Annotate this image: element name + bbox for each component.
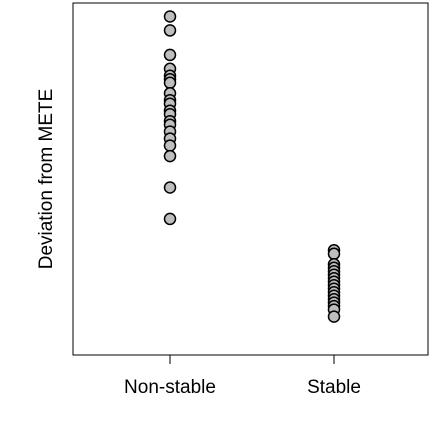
data-point-non-stable-7	[163, 76, 177, 90]
y-axis-label: Deviation from METE	[36, 89, 57, 270]
data-point-stable-17	[327, 310, 341, 323]
data-point-non-stable-17	[163, 139, 177, 152]
x-tick-label-stable: Stable	[307, 377, 361, 398]
data-point-non-stable-2	[163, 24, 177, 37]
data-points	[163, 10, 341, 323]
data-point-non-stable-3	[163, 48, 177, 62]
data-point-non-stable-20	[163, 212, 177, 226]
data-point-non-stable-19	[163, 181, 177, 194]
x-axis: Non-stable Stable	[124, 354, 361, 398]
data-point-stable-2	[327, 247, 341, 261]
plot-frame	[72, 2, 429, 356]
x-tick-label-non-stable: Non-stable	[124, 377, 216, 398]
data-point-non-stable-18	[163, 149, 177, 163]
data-point-non-stable-1	[163, 10, 177, 23]
